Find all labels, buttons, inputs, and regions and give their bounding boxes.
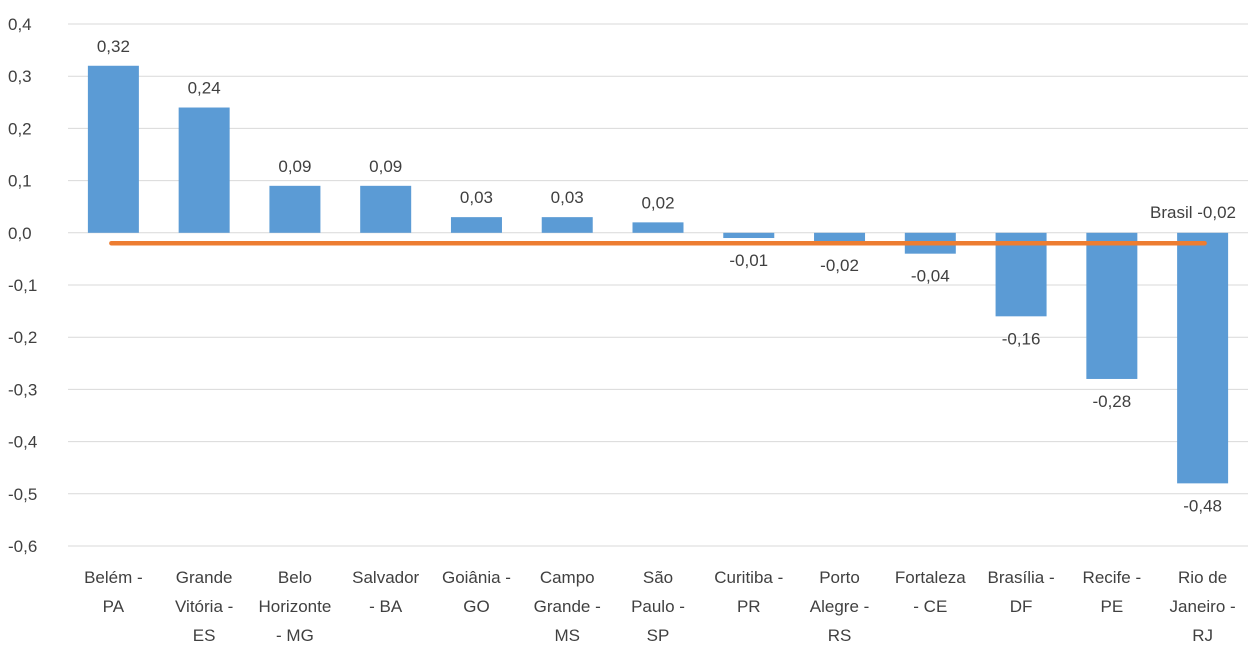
x-category-label: - CE: [913, 597, 947, 616]
data-label: -0,48: [1183, 496, 1222, 515]
bar: [87, 65, 139, 233]
x-category-label: Curitiba -: [714, 568, 783, 587]
x-category-label: São: [643, 568, 673, 587]
x-category-label: Grande -: [534, 597, 601, 616]
x-category-label: Belo: [278, 568, 312, 587]
bar: [632, 222, 684, 233]
y-tick-label: 0,0: [8, 224, 32, 243]
data-label: 0,03: [551, 188, 584, 207]
bar: [541, 217, 593, 233]
x-category-label: GO: [463, 597, 489, 616]
x-category-label: - MG: [276, 626, 314, 645]
bar: [450, 217, 502, 233]
x-category-label: ES: [193, 626, 216, 645]
x-category-label: PR: [737, 597, 761, 616]
bar: [360, 185, 412, 233]
x-category-label: Brasília -: [988, 568, 1055, 587]
y-tick-label: 0,1: [8, 172, 32, 191]
brasil-reference-label: Brasil -0,02: [1150, 203, 1236, 222]
y-tick-label: -0,4: [8, 433, 37, 452]
reference-line-group: Brasil -0,02: [109, 203, 1236, 246]
x-category-label: MS: [554, 626, 580, 645]
bar: [1086, 232, 1138, 379]
bar: [178, 107, 230, 233]
y-tick-label: 0,4: [8, 15, 32, 34]
y-tick-label: -0,5: [8, 485, 37, 504]
data-label: -0,01: [729, 251, 768, 270]
y-tick-label: 0,2: [8, 119, 32, 138]
y-tick-label: -0,1: [8, 276, 37, 295]
data-label: 0,09: [369, 157, 402, 176]
data-label: -0,02: [820, 256, 859, 275]
x-category-label: RS: [828, 626, 852, 645]
x-category-label: Belém -: [84, 568, 143, 587]
data-label: 0,24: [188, 79, 221, 98]
x-category-label: Salvador: [352, 568, 419, 587]
x-category-label: Paulo -: [631, 597, 685, 616]
bar: [1177, 232, 1229, 484]
x-axis-category-labels: Belém - PA Grande Vitória - ES Belo Horizonte -…: [84, 568, 1236, 645]
x-category-label: DF: [1010, 597, 1033, 616]
y-tick-label: -0,2: [8, 328, 37, 347]
x-category-label: Recife -: [1083, 568, 1142, 587]
data-label: 0,03: [460, 188, 493, 207]
x-category-label: Campo: [540, 568, 595, 587]
x-category-label: Horizonte: [259, 597, 332, 616]
bar: [269, 185, 321, 233]
bar: [723, 232, 775, 239]
y-tick-label: -0,3: [8, 380, 37, 399]
y-axis-tick-labels: 0,4 0,3 0,2 0,1 0,0 -0,1 -0,2 -0,3 -0,4 -0,5 -0,6: [8, 15, 37, 556]
x-category-label: Rio de: [1178, 568, 1227, 587]
x-category-label: Goiânia -: [442, 568, 511, 587]
bar: [814, 232, 866, 244]
x-category-label: RJ: [1192, 626, 1213, 645]
bars: [87, 65, 1229, 484]
x-category-label: PA: [103, 597, 125, 616]
data-label: -0,04: [911, 267, 950, 286]
data-labels: 0,32 0,24 0,09 0,09 0,03 0,03 0,02 -0,01 -0,02 -0…: [97, 37, 1222, 516]
x-category-label: SP: [647, 626, 670, 645]
x-category-label: - BA: [369, 597, 403, 616]
x-category-label: Alegre -: [810, 597, 870, 616]
data-label: 0,32: [97, 37, 130, 56]
x-category-label: Grande: [176, 568, 233, 587]
x-category-label: Vitória -: [175, 597, 233, 616]
x-category-label: Janeiro -: [1170, 597, 1236, 616]
x-category-label: Porto: [819, 568, 860, 587]
data-label: -0,16: [1002, 329, 1041, 348]
data-label: -0,28: [1092, 392, 1131, 411]
y-tick-label: 0,3: [8, 67, 32, 86]
x-category-label: PE: [1101, 597, 1124, 616]
bar: [995, 232, 1047, 317]
gridlines: [68, 23, 1248, 547]
data-label: 0,09: [278, 157, 311, 176]
y-tick-label: -0,6: [8, 537, 37, 556]
data-label: 0,02: [641, 193, 674, 212]
x-category-label: Fortaleza: [895, 568, 966, 587]
